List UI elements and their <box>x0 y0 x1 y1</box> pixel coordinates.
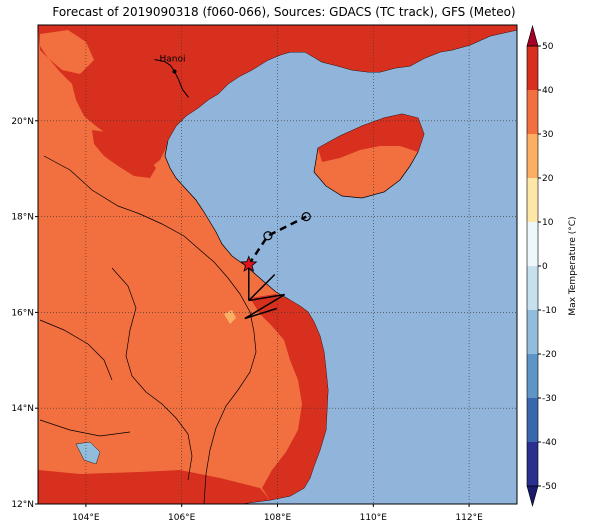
colorbar-extend-high <box>526 24 539 47</box>
colorbar-band <box>527 90 538 134</box>
colorbar-tick-label: 10 <box>542 218 554 228</box>
map-gridlines <box>38 25 517 504</box>
current-position-star-icon <box>240 255 258 272</box>
y-tick-label: 12°N <box>11 500 34 510</box>
colorbar-tick-label: 30 <box>542 130 554 140</box>
colorbar-band <box>527 178 538 222</box>
country-borders <box>39 155 257 504</box>
cool-spot <box>224 310 236 324</box>
x-tick-label: 108°E <box>264 513 292 523</box>
colorbar-band <box>527 442 538 486</box>
colorbar-tick-label: 20 <box>542 174 554 184</box>
city-marker: Hanoi <box>154 54 189 98</box>
colorbar-tick-label: -50 <box>542 482 557 492</box>
colorbar-tick-label: 0 <box>542 262 548 272</box>
map-title: Forecast of 2019090318 (f060-066), Sourc… <box>52 5 516 19</box>
forecast-point-marker <box>263 231 273 241</box>
colorbar-tick-label: -10 <box>542 306 557 316</box>
cold-spot <box>75 441 101 465</box>
colorbar-band <box>527 354 538 398</box>
hainan-hot-area <box>318 114 424 162</box>
x-axis: 104°E 106°E 108°E 110°E 112°E <box>72 504 483 523</box>
typhoon-track <box>240 212 311 320</box>
hot-region-north <box>38 25 517 168</box>
x-tick-label: 112°E <box>455 513 483 523</box>
colorbar-band <box>527 310 538 354</box>
colorbar-tick-label: -40 <box>542 438 557 448</box>
x-tick-label: 106°E <box>168 513 196 523</box>
colorbar-band <box>527 134 538 178</box>
forecast-point-marker <box>301 212 311 222</box>
uncertainty-lines <box>244 268 286 320</box>
y-tick-label: 14°N <box>11 404 34 414</box>
colorbar-band <box>527 222 538 266</box>
x-tick-label: 110°E <box>360 513 388 523</box>
colorbar-tick-label: 50 <box>542 42 554 52</box>
hot-region-highland <box>92 130 156 178</box>
hot-region-south <box>38 470 270 504</box>
hot-region-coast-strip <box>250 294 328 500</box>
x-tick-label: 104°E <box>72 513 100 523</box>
colorbar-tick-label: -20 <box>542 350 557 360</box>
y-axis: 12°N 14°N 16°N 18°N 20°N <box>11 117 38 510</box>
colorbar-band <box>527 266 538 310</box>
colorbar-band <box>527 398 538 442</box>
colorbar-label: Max Temperature (°C) <box>568 216 578 315</box>
city-label: Hanoi <box>160 54 186 64</box>
colorbar: -50 -40 -30 -20 -10 0 10 20 30 40 50 <box>526 24 557 508</box>
y-tick-label: 20°N <box>11 117 34 127</box>
y-tick-label: 16°N <box>11 308 34 318</box>
colorbar-extend-low <box>526 485 539 508</box>
colorbar-tick-label: -30 <box>542 394 557 404</box>
hot-region-northwest-patch <box>40 30 94 74</box>
colorbar-band <box>527 46 538 90</box>
map-plot-area: Hanoi <box>38 25 517 504</box>
y-tick-label: 18°N <box>11 213 34 223</box>
colorbar-tick-label: 40 <box>542 86 554 96</box>
